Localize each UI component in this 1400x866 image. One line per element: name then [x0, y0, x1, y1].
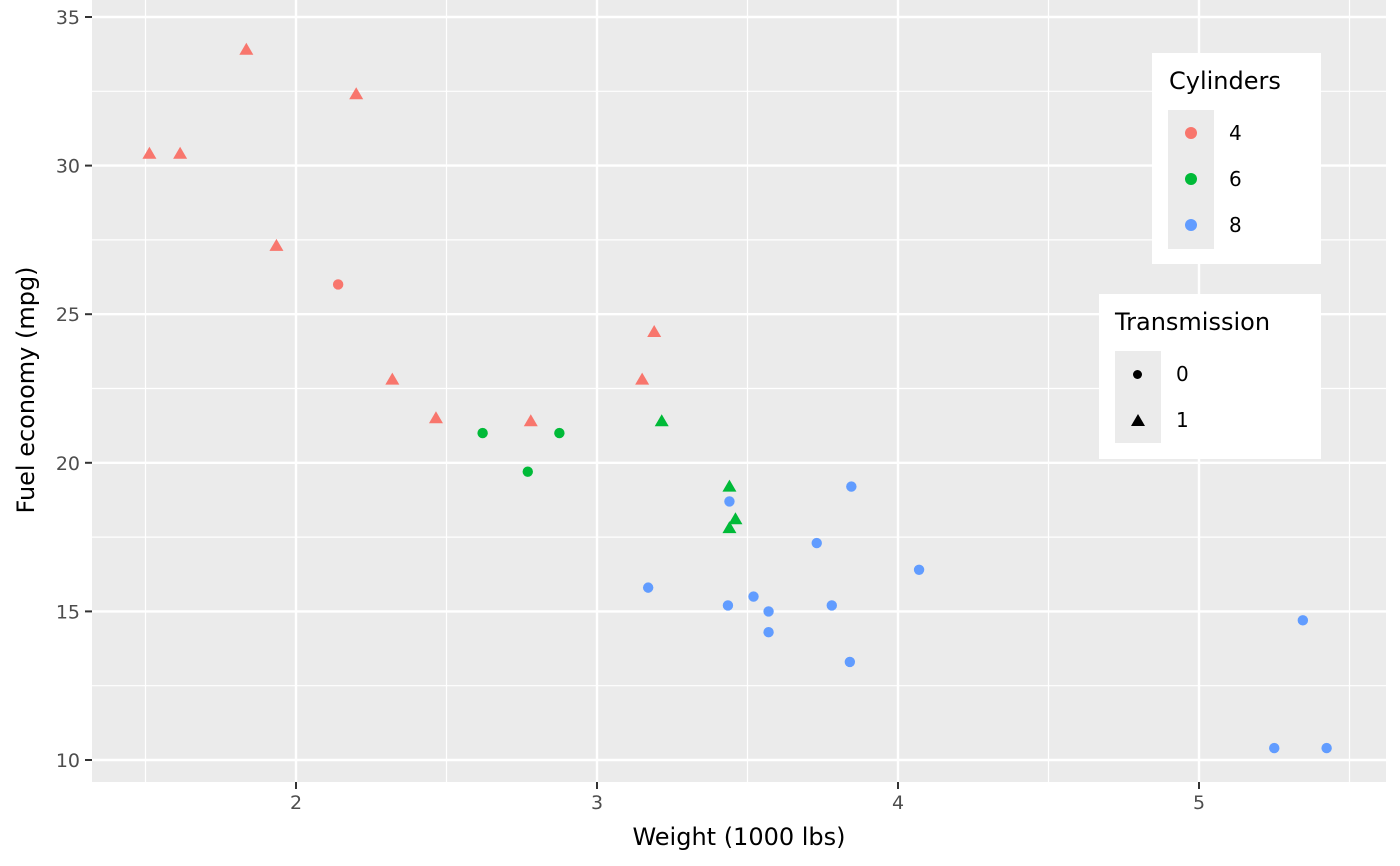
- x-tick-label: 4: [892, 792, 904, 814]
- y-axis-title: Fuel economy (mpg): [12, 266, 40, 513]
- circle-point: [722, 600, 734, 611]
- circle-point: [844, 656, 856, 668]
- x-tick-label: 2: [290, 792, 302, 814]
- triangle-point: [385, 372, 400, 385]
- legend-transmission-title: Transmission: [1115, 308, 1271, 336]
- triangle-point: [635, 372, 650, 385]
- legend-label-6: 6: [1229, 167, 1242, 191]
- triangle-point: [654, 414, 669, 427]
- circle-point: [522, 466, 533, 477]
- circle-point: [748, 591, 759, 602]
- circle-point: [913, 564, 925, 575]
- legend-dot-icon: [1185, 127, 1197, 139]
- y-tick-label: 10: [56, 750, 80, 772]
- circle-point: [332, 279, 344, 290]
- y-axis-ticks: 10 15 20 25 30 35: [56, 7, 92, 772]
- circle-point: [642, 582, 654, 593]
- triangle-point: [722, 521, 737, 534]
- circle-point: [554, 427, 565, 439]
- legend-dot-icon: [1185, 219, 1197, 231]
- y-tick-label: 25: [56, 304, 80, 326]
- circle-shape-icon: [1133, 370, 1142, 379]
- circle-point: [763, 606, 774, 617]
- x-axis-ticks: 2 3 4 5: [290, 782, 1205, 814]
- legend-label-4: 4: [1229, 121, 1242, 145]
- circle-point: [763, 627, 774, 638]
- circle-point: [477, 427, 488, 439]
- y-tick-label: 30: [56, 156, 80, 178]
- circle-point: [811, 537, 822, 549]
- legend-dot-icon: [1185, 173, 1197, 185]
- x-tick-label: 3: [591, 792, 603, 814]
- y-tick-label: 15: [56, 601, 80, 623]
- circle-point: [846, 481, 857, 492]
- triangle-point: [722, 479, 737, 492]
- triangle-point: [173, 146, 188, 159]
- circle-point: [1297, 615, 1309, 626]
- triangle-point: [269, 238, 284, 251]
- x-axis-title: Weight (1000 lbs): [632, 823, 845, 851]
- legend-label-1: 1: [1176, 408, 1189, 432]
- data-points: [142, 42, 1332, 754]
- triangle-point: [239, 42, 254, 55]
- x-tick-label: 5: [1193, 792, 1205, 814]
- legend-label-0: 0: [1176, 362, 1189, 386]
- circle-point: [724, 496, 735, 507]
- legend-transmission-keys: [1115, 351, 1161, 443]
- circle-point: [1269, 742, 1280, 754]
- triangle-point: [647, 325, 662, 338]
- legend-cylinders-title: Cylinders: [1169, 67, 1281, 95]
- legend-label-8: 8: [1229, 213, 1242, 237]
- triangle-point: [142, 146, 157, 159]
- legend-cylinders: Cylinders 4 6 8: [1152, 53, 1321, 264]
- triangle-point: [728, 512, 743, 525]
- triangle-shape-icon: [1131, 414, 1145, 426]
- legend-transmission: Transmission 0 1: [1099, 294, 1321, 459]
- circle-point: [826, 600, 837, 611]
- triangle-point: [523, 414, 538, 427]
- circle-point: [1321, 742, 1332, 754]
- triangle-point: [428, 411, 443, 424]
- triangle-point: [349, 87, 364, 100]
- y-tick-label: 20: [56, 453, 80, 475]
- y-tick-label: 35: [56, 7, 80, 29]
